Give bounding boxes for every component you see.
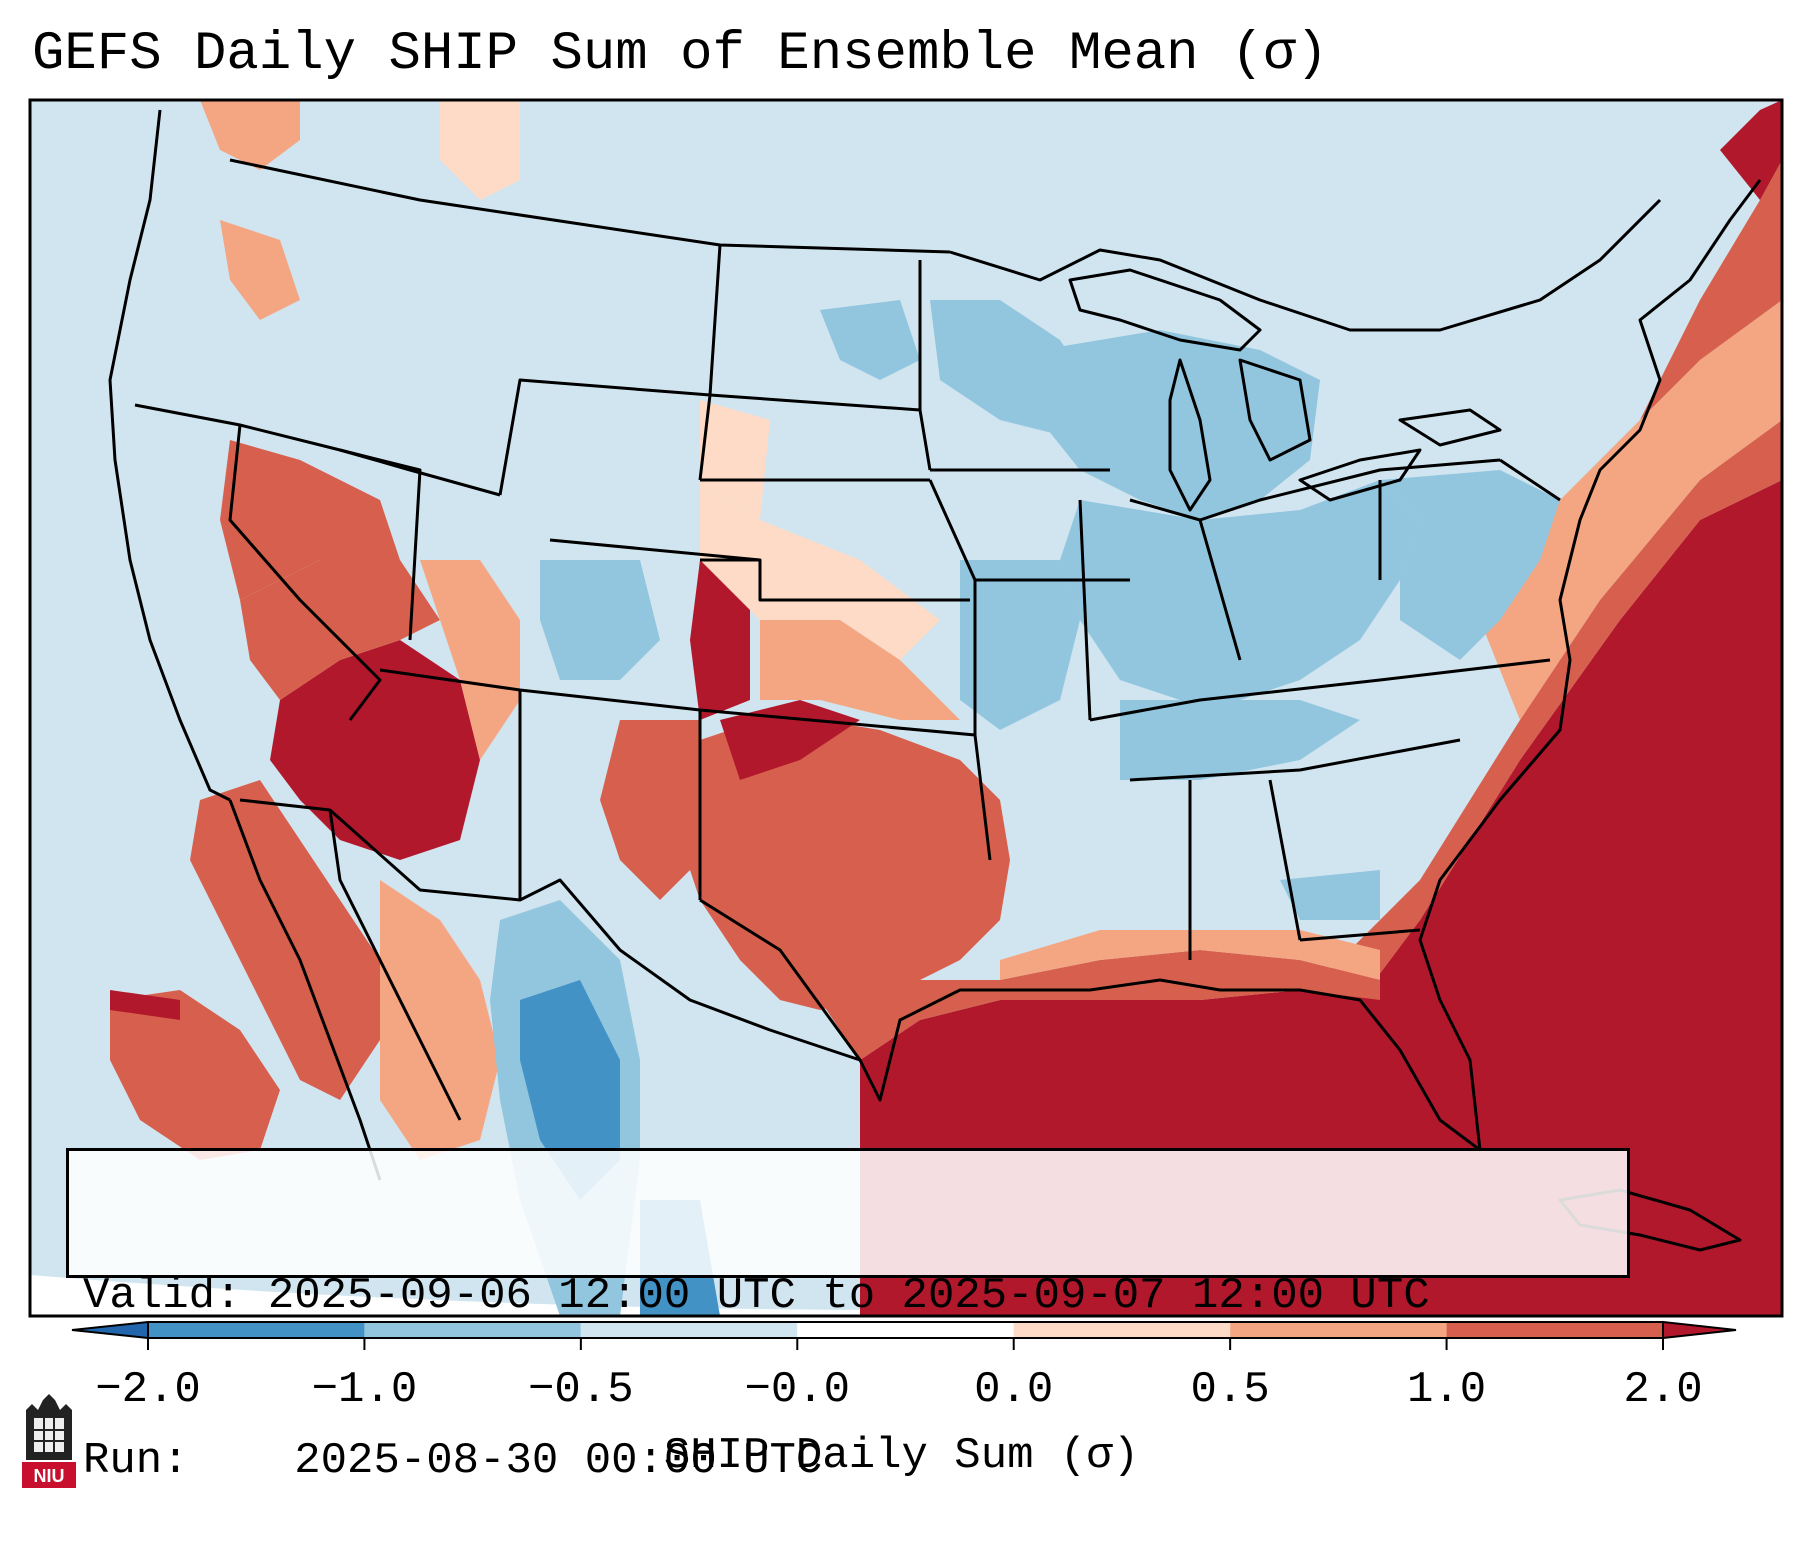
colorbar-frame xyxy=(147,1321,1664,1339)
colorbar-tick-label: −1.0 xyxy=(311,1365,418,1415)
colorbar-bin xyxy=(148,1322,365,1338)
boundaries xyxy=(108,109,1762,1252)
map-frame xyxy=(28,98,1784,1318)
valid-label: Valid: xyxy=(83,1271,242,1321)
colorbar-label: SHIP Daily Sum (σ) xyxy=(663,1431,1140,1481)
logo-text: NIU xyxy=(34,1466,65,1486)
colorbar-bin xyxy=(364,1322,581,1338)
canada-border-east xyxy=(949,198,1662,332)
colorbar-tick-label: 0.0 xyxy=(974,1365,1054,1415)
colorbar-tick-label: −0.0 xyxy=(744,1365,851,1415)
page-title: GEFS Daily SHIP Sum of Ensemble Mean (σ) xyxy=(32,24,1329,85)
map-figure xyxy=(28,98,1784,1350)
colorbar-bin xyxy=(1230,1322,1447,1338)
colorbar-tick-label: −0.5 xyxy=(528,1365,634,1415)
colorbar-tick-label: 2.0 xyxy=(1623,1365,1703,1415)
niu-logo-icon: NIU xyxy=(22,1394,76,1488)
colorbar-over-extension xyxy=(1662,1320,1737,1340)
colorbar-bin xyxy=(580,1322,798,1338)
lake-superior xyxy=(1068,268,1262,352)
west-coastline xyxy=(108,109,231,802)
map-panel xyxy=(30,100,1782,1316)
run-label: Run: xyxy=(83,1436,189,1486)
colorbar-tick-label: −2.0 xyxy=(95,1365,201,1415)
colorbar-tick-label: 1.0 xyxy=(1406,1365,1487,1415)
colorbar-bin xyxy=(797,1322,1014,1338)
mexico-border xyxy=(239,798,861,1062)
valid-value: 2025-09-06 12:00 UTC to 2025-09-07 12:00… xyxy=(267,1271,1430,1321)
run-value: 2025-08-30 00:00 UTC xyxy=(294,1436,823,1486)
lake-michigan xyxy=(1168,358,1212,512)
canada-border-west xyxy=(229,158,951,254)
valid-run-info-box: Valid: 2025-09-06 12:00 UTC to 2025-09-0… xyxy=(66,1148,1630,1486)
lake-ontario xyxy=(1398,408,1502,447)
lake-huron xyxy=(1238,358,1312,462)
run-row: Run: 2025-08-30 00:00 UTC xyxy=(83,1434,1613,1489)
colorbar-bin xyxy=(1013,1322,1231,1338)
colorbar-tick-label: 0.5 xyxy=(1190,1365,1270,1415)
lake-erie xyxy=(1298,448,1422,502)
gulf-atlantic-coastline xyxy=(699,179,1762,1152)
valid-row: Valid: 2025-09-06 12:00 UTC to 2025-09-0… xyxy=(83,1269,1613,1324)
colorbar-bin xyxy=(1446,1322,1663,1338)
colorbar xyxy=(71,1320,1737,1350)
